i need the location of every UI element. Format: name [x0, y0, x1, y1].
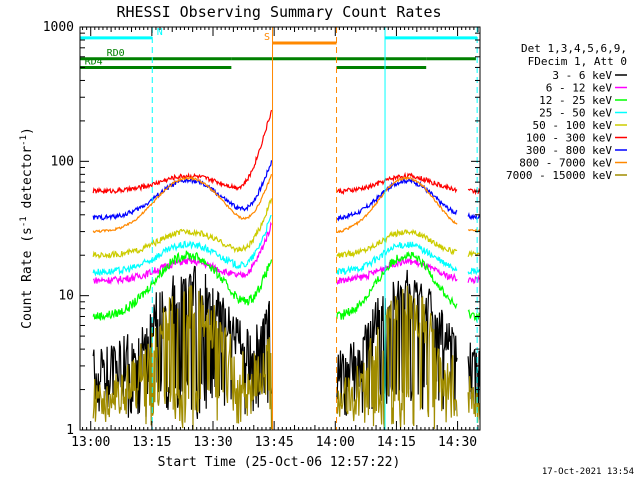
legend-entry-label: 25 - 50 keV	[539, 107, 612, 120]
legend-header-line: Det 1,3,4,5,6,9,	[521, 42, 627, 55]
x-axis: 13:00 13:15 13:30 13:45 14:00 14:15 14:30	[71, 27, 479, 450]
y-label-part: Count Rate (s	[20, 227, 35, 329]
legend: Det 1,3,4,5,6,9, FDecim 1, Att 0 3 - 6 k…	[506, 42, 627, 182]
legend-entry-label: 300 - 800 keV	[526, 144, 612, 157]
legend-entry-label: 800 - 7000 keV	[519, 157, 612, 170]
x-axis-label: Start Time (25-Oct-06 12:57:22)	[158, 455, 401, 470]
legend-header-line: FDecim 1, Att 0	[528, 55, 627, 68]
y-label-exponent: -1	[19, 135, 29, 146]
series-line	[468, 228, 481, 234]
x-tick-label: 13:00	[71, 435, 110, 450]
footer-timestamp: 17-Oct-2021 13:54	[542, 467, 634, 477]
plot-frame	[79, 26, 481, 431]
flag-bars: N S RD0 RD4	[80, 27, 478, 69]
series-line	[467, 274, 481, 285]
series-line	[467, 342, 481, 411]
legend-entry-label: 100 - 300 keV	[526, 132, 612, 145]
legend-entry-label: 3 - 6 keV	[552, 69, 612, 82]
series-line	[336, 250, 458, 320]
legend-entry-label: 6 - 12 keV	[546, 82, 613, 95]
series-line	[467, 212, 481, 221]
series-line	[336, 285, 458, 429]
series-line	[92, 198, 273, 260]
flag-bar-label: S	[264, 32, 270, 43]
series-line	[336, 171, 458, 196]
y-axis-label: Count Rate (s-1 detector-1)	[19, 127, 35, 329]
flag-bar-label: N	[157, 27, 163, 38]
y-tick-label: 100	[51, 154, 74, 169]
vertical-markers	[151, 27, 478, 430]
series-line	[467, 267, 481, 276]
y-label-part: detector	[20, 146, 35, 217]
x-tick-label: 14:15	[377, 435, 416, 450]
y-tick-label: 1000	[43, 20, 74, 35]
series-line	[336, 176, 458, 222]
series-line	[92, 250, 273, 321]
legend-entry-label: 7000 - 15000 keV	[506, 169, 612, 182]
series-line	[336, 241, 458, 275]
series-layer	[92, 109, 481, 430]
series-line	[92, 160, 273, 221]
series-line	[467, 376, 481, 423]
series-line	[467, 309, 481, 322]
series-line	[92, 221, 273, 286]
y-tick-label: 1	[66, 423, 74, 438]
series-line	[336, 255, 458, 286]
series-line	[336, 176, 458, 234]
y-tick-label: 10	[58, 289, 74, 304]
legend-entry-label: 50 - 100 keV	[533, 119, 613, 132]
flag-bar-label: RD0	[107, 48, 125, 59]
series-line	[336, 228, 458, 259]
series-line	[467, 249, 481, 258]
x-tick-label: 13:45	[255, 435, 294, 450]
chart-title: RHESSI Observing Summary Count Rates	[116, 3, 441, 21]
x-tick-label: 13:30	[193, 435, 232, 450]
series-line	[467, 187, 481, 196]
series-line	[92, 174, 273, 234]
y-label-part: )	[20, 127, 35, 135]
series-line	[92, 214, 272, 277]
x-tick-label: 14:00	[316, 435, 355, 450]
legend-entry-label: 12 - 25 keV	[539, 94, 612, 107]
y-label-exponent: -1	[19, 216, 29, 227]
flag-bar-label: RD4	[85, 56, 103, 67]
series-line	[92, 285, 273, 430]
y-axis: 1 10 100 1000	[43, 20, 480, 438]
x-tick-label: 13:15	[132, 435, 171, 450]
x-tick-label: 14:30	[438, 435, 477, 450]
